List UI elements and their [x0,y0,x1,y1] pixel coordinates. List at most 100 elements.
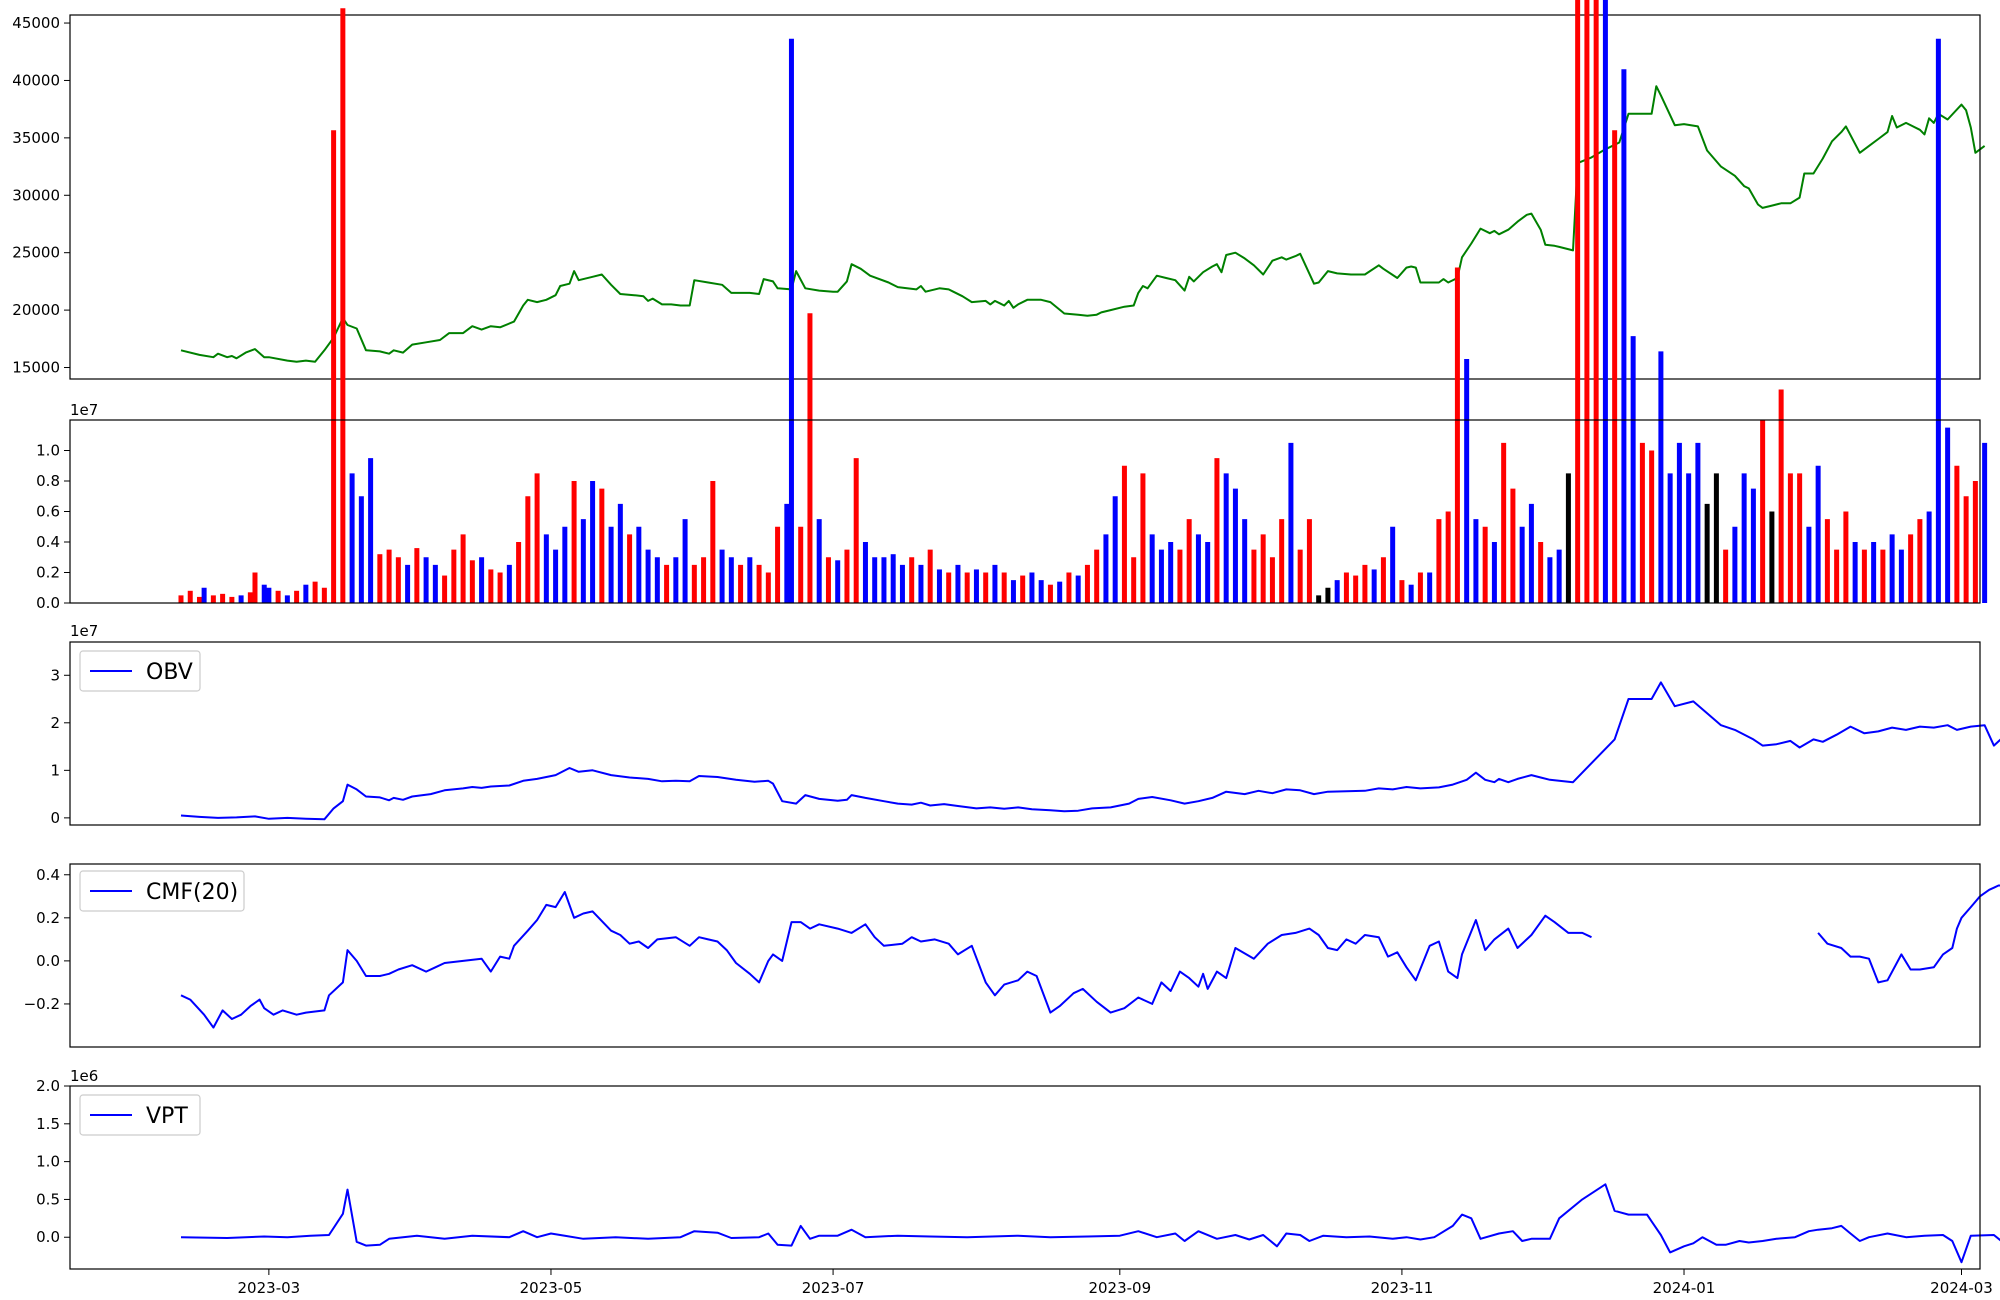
volume-bar [1945,427,1951,603]
volume-bar [1205,542,1211,603]
vpt-marks [180,1183,2000,1264]
volume-bar [964,572,970,603]
volume-bar [479,557,485,603]
volume-bar [252,572,258,603]
volume-bar [992,564,998,603]
volume-bar [1769,511,1775,603]
cmf-legend-box [79,870,245,912]
price-frame [69,14,1981,380]
volume-bar [1353,575,1359,603]
obv-ytick-label: 2 [50,714,60,732]
volume-bar [303,584,309,603]
price-ytick-label: 30000 [12,186,60,204]
volume-bar [1445,511,1451,603]
cmf-ytick-label: 0.0 [36,952,60,970]
volume-bar [654,557,660,603]
volume-bar [1279,519,1285,603]
volume-ytick-label: 0.8 [36,472,60,490]
price-line-0 [180,85,1986,363]
volume-bar [1843,511,1849,603]
volume-bar [543,534,549,603]
volume-bar [534,473,540,603]
volume-bar [358,496,364,603]
volume-bar [807,313,813,603]
cmf-line-0 [1817,884,2000,984]
vpt-xtick-label: 2023-05 [520,1279,583,1297]
volume-bar [973,569,979,603]
volume-bar [983,572,989,603]
volume-bar [1732,526,1738,603]
vpt-xtick-label: 2023-09 [1088,1279,1151,1297]
price-ytick-label: 40000 [12,71,60,89]
volume-bar [645,549,651,603]
volume-bar [1676,442,1682,603]
volume-ytick-label: 0.6 [36,503,60,521]
obv-panel: 0 1 2 3 1e7 OBV [50,622,2000,827]
volume-bar [1297,549,1303,603]
volume-bar [719,549,725,603]
volume-bar [1519,526,1525,603]
volume-bar [460,534,466,603]
price-ytick-label: 25000 [12,244,60,262]
price-panel: 15000 20000 25000 30000 35000 40000 45000 [12,14,1986,380]
volume-bar [590,481,596,603]
volume-bar [1760,420,1766,603]
volume-bar [927,549,933,603]
volume-bar [1880,549,1886,603]
volume-axes: 0.0 0.2 0.4 0.6 0.8 1.0 [36,442,70,612]
volume-bar [1232,488,1238,603]
volume-bar [1251,549,1257,603]
volume-bar [936,569,942,603]
vpt-ytick-label: 1.5 [36,1115,60,1133]
volume-bar [405,564,411,603]
cmf-panel: −0.2 0.0 0.2 0.4 CMF(20) [24,863,2000,1048]
volume-bar [1103,534,1109,603]
volume-bar [1575,0,1581,603]
volume-bar [862,542,868,603]
volume-bar [340,8,346,603]
volume-bar [1686,473,1692,603]
volume-bar [377,554,383,603]
volume-bar [825,557,831,603]
volume-bar [890,554,896,603]
volume-bar [1417,572,1423,603]
volume-bar [1242,519,1248,603]
volume-bar [1528,503,1534,603]
volume-bar [247,592,253,603]
volume-bar [1001,572,1007,603]
volume-bar [710,481,716,603]
volume-marks [178,0,1988,603]
volume-bar [1630,336,1636,603]
volume-bar [682,519,688,603]
volume-bar [497,572,503,603]
price-ytick-label: 45000 [12,14,60,32]
obv-ytick-label: 1 [50,761,60,779]
obv-offset-text: 1e7 [70,622,98,640]
vpt-ytick-label: 0.0 [36,1228,60,1246]
volume-bar [1602,0,1608,603]
volume-bar [187,590,193,603]
volume-bar [1269,557,1275,603]
volume-bar [1815,465,1821,603]
volume-bar [1908,534,1914,603]
volume-bar [1797,473,1803,603]
volume-bar [1565,473,1571,603]
volume-bar [1713,473,1719,603]
volume-bar [210,595,216,603]
volume-panel: 0.0 0.2 0.4 0.6 0.8 1.0 1e7 [36,0,1988,612]
volume-bar [788,38,794,603]
vpt-line-0 [180,1183,2000,1264]
volume-bar [691,564,697,603]
volume-bar [1935,38,1941,603]
volume-bar [1889,534,1895,603]
volume-bar [1362,564,1368,603]
vpt-legend-box [79,1094,201,1136]
obv-line-0 [180,681,2000,821]
volume-frame [69,419,1981,604]
volume-bar [1491,542,1497,603]
volume-bar [664,564,670,603]
volume-bar [1649,450,1655,603]
volume-bar [1861,549,1867,603]
volume-bar [1047,584,1053,603]
volume-bar [1010,580,1016,603]
